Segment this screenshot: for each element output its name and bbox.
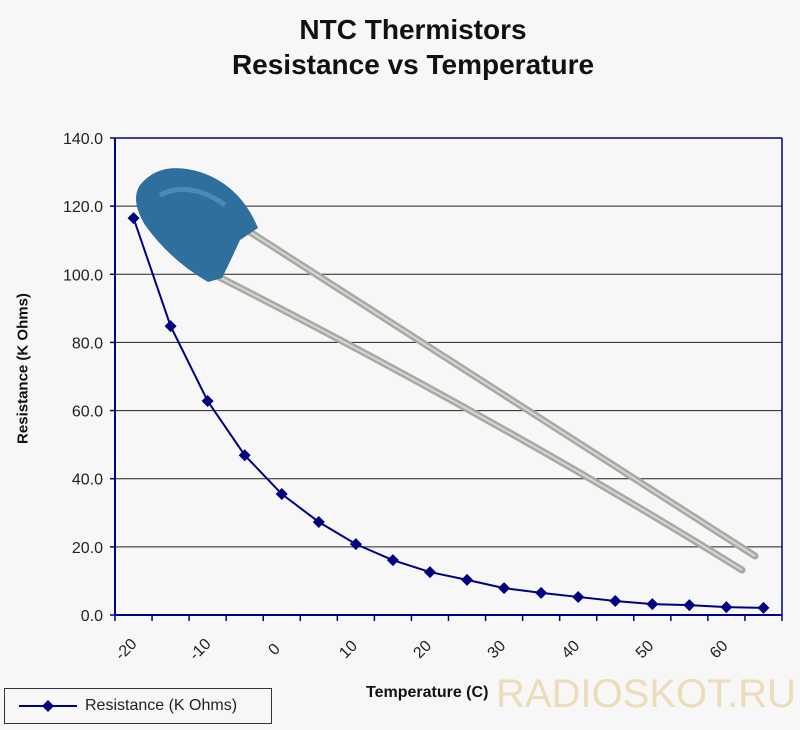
y-tick-label: 0.0 (81, 608, 103, 625)
data-point (275, 488, 288, 501)
thermistor-lead-highlight (214, 274, 743, 571)
thermistor-photo (136, 168, 759, 574)
data-point (535, 586, 548, 599)
data-point (423, 566, 436, 579)
data-point (164, 320, 177, 333)
y-tick-label: 40.0 (72, 472, 103, 489)
data-point (720, 601, 733, 614)
y-tick-label: 80.0 (72, 335, 103, 352)
x-tick-label: 10 (336, 637, 361, 662)
data-point (757, 601, 770, 614)
thermistor-body (136, 168, 258, 282)
data-point (461, 573, 474, 586)
legend-marker-icon (19, 700, 77, 712)
watermark: RADIOSKOT.RU (496, 672, 797, 716)
chart-subtitle: Resistance vs Temperature (231, 49, 595, 80)
x-tick-label: -20 (112, 636, 140, 664)
data-point (127, 212, 140, 225)
y-axis-label: Resistance (K Ohms) (14, 293, 32, 444)
x-tick-label: 30 (485, 637, 510, 662)
y-tick-label: 20.0 (72, 540, 103, 557)
data-point (498, 582, 511, 595)
data-point (386, 554, 399, 567)
chart-title: NTC Thermistors (299, 14, 527, 45)
data-point (646, 598, 659, 611)
y-tick-label: 120.0 (63, 199, 103, 216)
y-tick-label: 140.0 (63, 131, 103, 148)
series-line (132, 217, 764, 609)
x-tick-label: 50 (633, 637, 658, 662)
x-tick-label: 40 (559, 637, 584, 662)
legend-label: Resistance (K Ohms) (85, 697, 238, 714)
legend: Resistance (K Ohms) (4, 688, 272, 724)
x-axis-label: Temperature (C) (366, 684, 489, 701)
thermistor-marking (158, 186, 227, 208)
data-point (609, 595, 622, 608)
x-tick-label: 20 (410, 637, 435, 662)
x-tick-label: 60 (707, 637, 732, 662)
thermistor-lead-highlight (249, 231, 756, 557)
y-tick-label: 60.0 (72, 404, 103, 421)
x-tick-label: -10 (186, 636, 214, 664)
y-tick-label: 100.0 (63, 267, 103, 284)
x-tick-label: 0 (265, 641, 283, 659)
data-point (238, 449, 251, 462)
data-point (572, 590, 585, 603)
data-point (201, 395, 214, 408)
data-point (312, 515, 325, 528)
data-point (349, 538, 362, 551)
data-point (683, 599, 696, 612)
